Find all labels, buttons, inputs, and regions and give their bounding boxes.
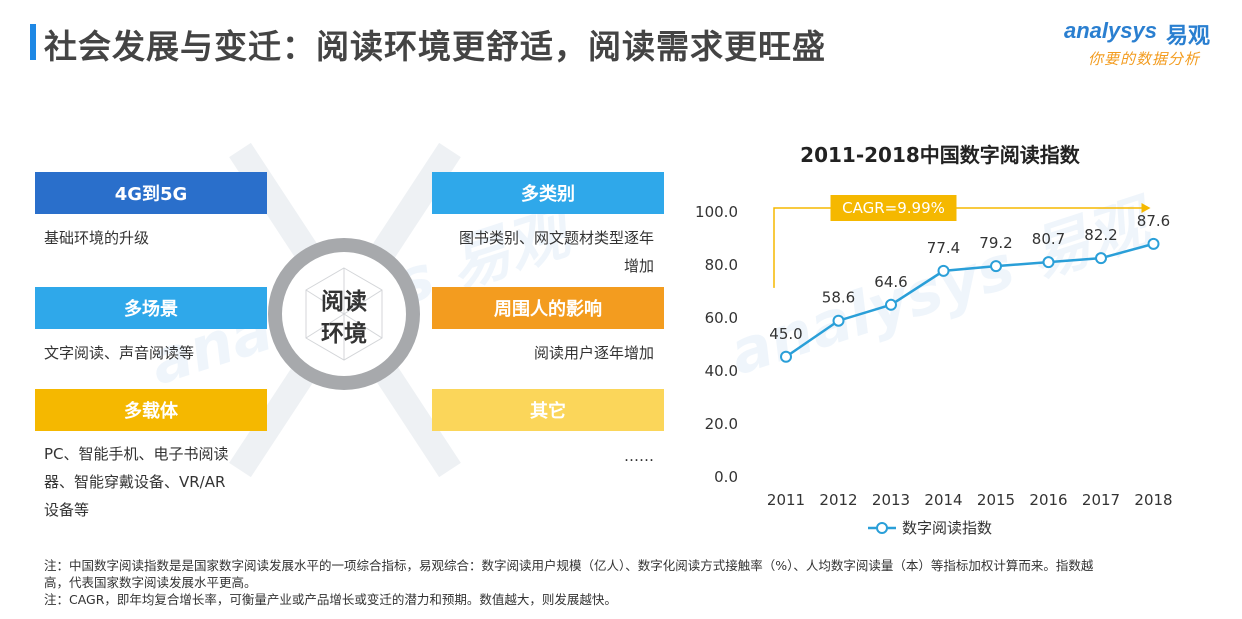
y-tick-label: 80.0 <box>705 256 738 274</box>
logo-english: analysys <box>1064 18 1157 43</box>
page-title: 社会发展与变迁：阅读环境更舒适，阅读需求更旺盛 <box>44 27 826 66</box>
category-label: 4G到5G <box>114 184 188 205</box>
category-desc-multi-type: 图书类别、网文题材类型逐年 增加 <box>432 224 654 280</box>
data-label: 77.4 <box>927 239 960 257</box>
category-other: 其它 <box>432 389 664 431</box>
data-label: 45.0 <box>769 325 802 343</box>
data-label: 82.2 <box>1084 226 1117 244</box>
category-label: 多载体 <box>124 401 178 422</box>
desc-line: 基础环境的升级 <box>44 229 150 247</box>
data-point <box>1095 252 1107 265</box>
data-point <box>780 350 792 363</box>
footnote-1: 注：中国数字阅读指数是是国家数字阅读发展水平的一项综合指标，易观综合：数字阅读用… <box>44 557 1194 591</box>
data-label: 87.6 <box>1137 212 1170 230</box>
desc-line: PC、智能手机、电子书阅读 <box>44 445 229 463</box>
data-point <box>937 264 950 277</box>
category-multi-scene: 多场景 <box>35 287 267 329</box>
data-label: 64.6 <box>874 273 907 291</box>
footnote-2: 注：CAGR，即年均复合增长率，可衡量产业或产品增长或变迁的潜力和预期。数值越大… <box>44 592 617 607</box>
category-desc-multi-carrier: PC、智能手机、电子书阅读 器、智能穿戴设备、VR/AR 设备等 <box>44 440 229 524</box>
footnote-line: 高，代表国家数字阅读发展水平更高。 <box>44 575 257 590</box>
x-tick-label: 2018 <box>1134 491 1172 509</box>
x-tick-label: 2016 <box>1029 491 1067 509</box>
desc-line: 增加 <box>623 257 654 275</box>
category-peer-influence: 周围人的影响 <box>432 287 664 329</box>
x-tick-label: 2012 <box>819 491 857 509</box>
legend-marker <box>876 522 888 534</box>
category-4g-5g: 4G到5G <box>35 172 267 214</box>
desc-line: 设备等 <box>44 501 90 519</box>
y-tick-label: 100.0 <box>695 203 738 221</box>
data-point <box>885 298 897 311</box>
y-tick-label: 20.0 <box>705 415 738 433</box>
chart-title: 2011-2018中国数字阅读指数 <box>800 143 1080 167</box>
category-desc-peer-influence: 阅读用户逐年增加 <box>432 339 654 367</box>
category-desc-other: …… <box>432 442 654 470</box>
x-tick-label: 2017 <box>1082 491 1120 509</box>
cagr-arrow-line <box>773 207 1144 288</box>
center-label: 阅读 环境 <box>308 286 380 350</box>
y-tick-label: 40.0 <box>705 362 738 380</box>
data-point <box>832 314 845 327</box>
desc-line: 器、智能穿戴设备、VR/AR <box>44 473 226 491</box>
desc-line: 文字阅读、声音阅读等 <box>44 344 195 362</box>
brand-logo: analysys 易观 你要的数据分析 <box>1064 18 1224 70</box>
x-tick-label: 2011 <box>767 491 805 509</box>
data-label: 79.2 <box>979 234 1012 252</box>
desc-line: …… <box>624 447 654 465</box>
data-point <box>1042 256 1055 269</box>
center-label-line: 环境 <box>321 321 367 347</box>
cagr-arrow-head <box>1141 203 1151 213</box>
title-accent-bar <box>30 24 36 60</box>
x-tick-label: 2015 <box>977 491 1015 509</box>
cagr-label: CAGR=9.99% <box>842 199 945 217</box>
desc-line: 阅读用户逐年增加 <box>533 344 654 362</box>
category-multi-type: 多类别 <box>432 172 664 214</box>
y-tick-label: 60.0 <box>705 309 738 327</box>
network-graphic <box>305 267 383 361</box>
data-point <box>1147 237 1160 250</box>
category-label: 多类别 <box>521 184 575 205</box>
category-label: 其它 <box>530 401 566 422</box>
center-label-line: 阅读 <box>321 289 367 315</box>
y-tick-label: 0.0 <box>714 468 738 486</box>
category-desc-multi-scene: 文字阅读、声音阅读等 <box>44 339 194 367</box>
data-point <box>990 260 1002 273</box>
category-desc-4g-5g: 基础环境的升级 <box>44 224 149 252</box>
category-multi-carrier: 多载体 <box>35 389 267 431</box>
footnote-line: 注：中国数字阅读指数是是国家数字阅读发展水平的一项综合指标，易观综合：数字阅读用… <box>44 558 1094 573</box>
x-tick-label: 2013 <box>872 491 910 509</box>
x-tick-label: 2014 <box>924 491 962 509</box>
logo-slogan: 你要的数据分析 <box>1088 50 1201 68</box>
line-chart: 0.0 20.0 40.0 60.0 80.0 100.0 2011 2012 2013 2014… <box>695 195 1173 537</box>
logo-chinese: 易观 <box>1166 24 1211 49</box>
data-label: 58.6 <box>822 289 855 307</box>
category-label: 周围人的影响 <box>494 299 602 320</box>
data-label: 80.7 <box>1032 230 1065 248</box>
category-label: 多场景 <box>124 299 178 320</box>
series-line <box>785 242 1154 358</box>
desc-line: 图书类别、网文题材类型逐年 <box>458 229 654 247</box>
cagr-box <box>830 195 957 221</box>
legend-label: 数字阅读指数 <box>902 519 992 537</box>
